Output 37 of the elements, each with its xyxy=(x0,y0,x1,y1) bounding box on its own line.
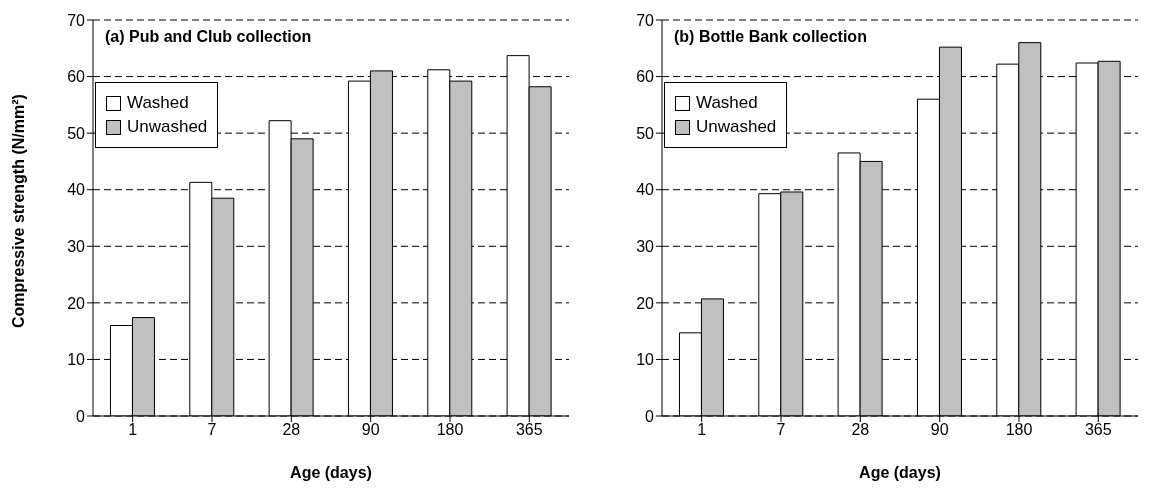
legend-label: Washed xyxy=(696,93,758,113)
y-tick-label: 70 xyxy=(67,11,86,29)
y-tick-label: 10 xyxy=(67,351,86,369)
y-tick-label: 30 xyxy=(636,237,655,255)
y-tick-label: 60 xyxy=(67,68,86,86)
x-tick-label: 28 xyxy=(851,421,870,439)
x-axis-title: Age (days) xyxy=(859,464,941,481)
x-tick-label: 90 xyxy=(361,421,380,439)
text: (b) Bottle Bank collection xyxy=(674,28,867,46)
x-tick-label: 365 xyxy=(1084,421,1112,439)
x-tick-label: 180 xyxy=(1005,421,1033,439)
x-tick-label: 180 xyxy=(436,421,464,439)
x-axis-title: Age (days) xyxy=(290,464,372,481)
x-tick-label: 7 xyxy=(776,421,786,439)
x-tick-label: 28 xyxy=(282,421,301,439)
y-tick-label: 40 xyxy=(636,181,655,199)
y-tick-label: 50 xyxy=(636,124,655,142)
y-tick-label: 40 xyxy=(67,181,86,199)
x-tick-label: 90 xyxy=(930,421,949,439)
y-tick-label: 70 xyxy=(636,11,655,29)
y-tick-label: 0 xyxy=(76,407,86,425)
legend-label: Unwashed xyxy=(696,117,777,137)
y-tick-label: 20 xyxy=(636,294,655,312)
x-tick-label: 365 xyxy=(515,421,543,439)
y-tick-label: 20 xyxy=(67,294,86,312)
x-tick-label: 1 xyxy=(128,421,138,439)
y-tick-label: 60 xyxy=(636,68,655,86)
y-tick-label: 0 xyxy=(645,407,655,425)
x-tick-label: 1 xyxy=(697,421,707,439)
legend-label: Unwashed xyxy=(127,117,208,137)
y-tick-label: 50 xyxy=(67,124,86,142)
legend-label: Washed xyxy=(127,93,189,113)
x-tick-label: 7 xyxy=(207,421,217,439)
y-tick-label: 10 xyxy=(636,351,655,369)
y-axis-title: Compressive strength (N/mm²) xyxy=(9,94,27,328)
y-tick-label: 30 xyxy=(67,237,86,255)
text: (a) Pub and Club collection xyxy=(105,28,312,46)
